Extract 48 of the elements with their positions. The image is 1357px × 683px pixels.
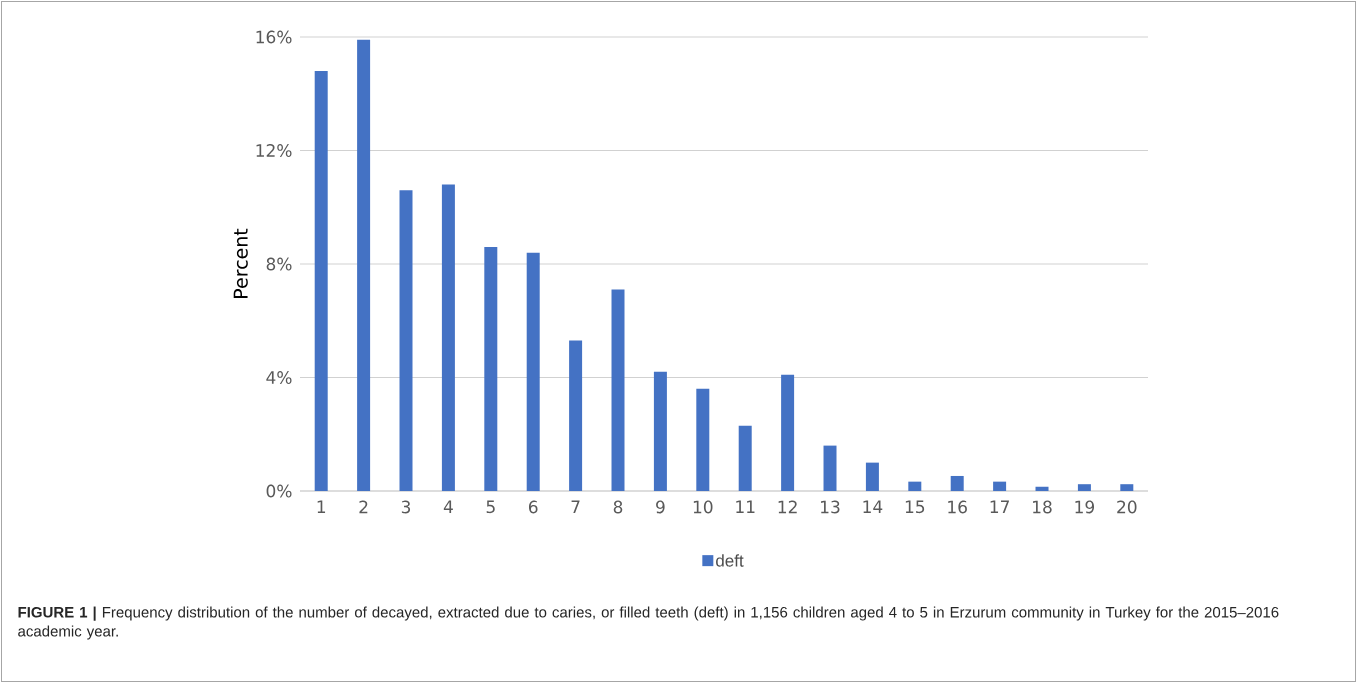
x-tick-label: 3 xyxy=(401,500,411,514)
x-tick-label: 8 xyxy=(613,500,623,514)
x-tick-label: 12 xyxy=(778,500,797,514)
bar xyxy=(993,481,1007,492)
bar xyxy=(823,445,837,492)
x-tick-label: 4 xyxy=(443,500,453,513)
bar xyxy=(950,475,964,492)
bar xyxy=(399,190,413,492)
x-tick-label: 17 xyxy=(990,500,1009,513)
x-tick-label: 9 xyxy=(656,500,665,514)
x-tick-label: 10 xyxy=(693,500,713,514)
x-tick-label: 20 xyxy=(1117,500,1137,514)
legend-label: deft xyxy=(716,554,744,567)
bar xyxy=(569,340,583,492)
bar xyxy=(696,388,710,492)
bar xyxy=(1077,484,1091,492)
x-tick-label: 11 xyxy=(736,500,755,513)
x-tick-label: 18 xyxy=(1033,500,1052,514)
x-tick-label: 2 xyxy=(359,500,368,514)
bar xyxy=(865,462,879,492)
x-tick-label: 19 xyxy=(1075,500,1095,514)
y-tick-label: 8% xyxy=(266,257,292,271)
bar xyxy=(314,71,328,492)
bar xyxy=(441,184,455,492)
bar xyxy=(908,481,922,492)
y-axis-title: Percent xyxy=(233,228,248,298)
bar xyxy=(526,252,540,492)
bar xyxy=(484,246,498,492)
x-tick-label: 15 xyxy=(905,500,925,514)
x-tick-label: 7 xyxy=(571,500,580,513)
y-tick-label: 16% xyxy=(256,30,292,44)
bar xyxy=(738,425,752,492)
bar xyxy=(1035,486,1049,492)
bar xyxy=(1120,484,1134,492)
y-tick-label: 0% xyxy=(266,484,292,498)
x-tick-label: 1 xyxy=(317,500,326,513)
x-tick-label: 13 xyxy=(821,500,840,514)
text: FIGURE 1 | Frequency distribution of the number of decayed, extracted due to caries, or filled teeth (deft) in 1,156 children aged 4 to 5 in Erzurum community in Turkey for the 2015–2016 academic year. xyxy=(18,606,1279,640)
y-tick-label: 4% xyxy=(266,371,292,384)
y-tick-label: 12% xyxy=(256,144,292,157)
bar xyxy=(653,371,667,492)
bar xyxy=(357,39,371,492)
x-tick-label: 6 xyxy=(528,500,538,514)
bar xyxy=(781,374,795,492)
x-tick-label: 14 xyxy=(863,500,883,513)
bar xyxy=(611,289,625,492)
x-tick-label: 16 xyxy=(948,500,967,514)
x-tick-label: 5 xyxy=(486,500,495,514)
